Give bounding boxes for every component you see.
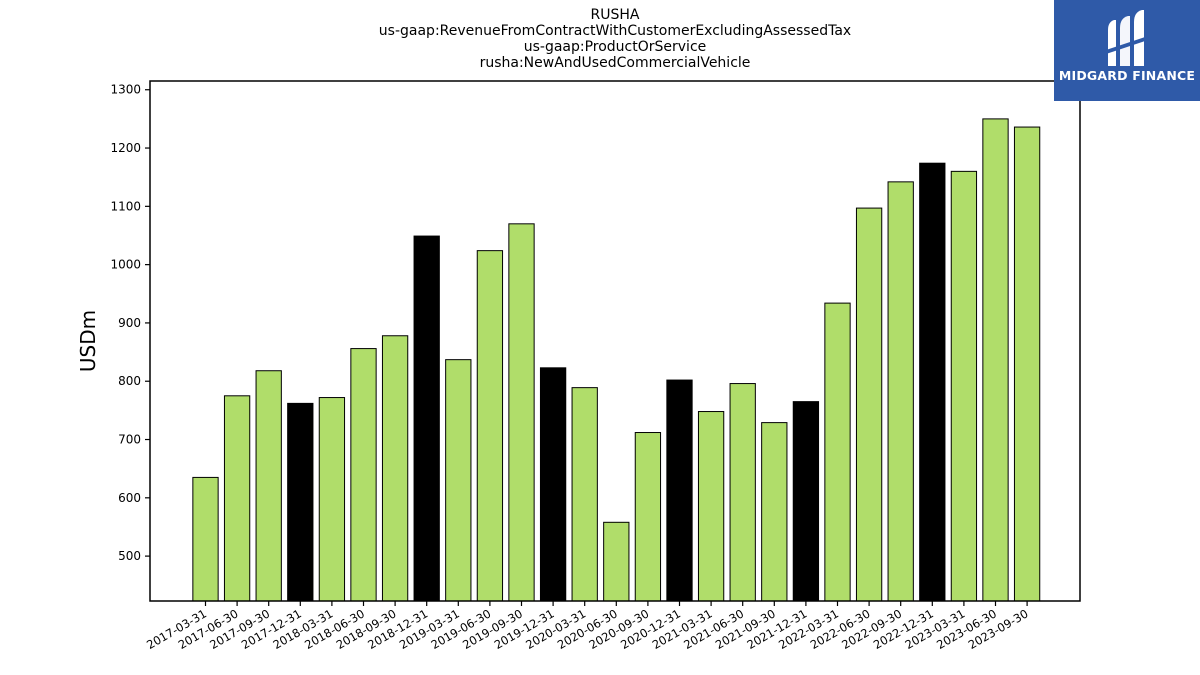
bar-2022-12-31 bbox=[919, 162, 946, 602]
y-tick-label: 800 bbox=[118, 374, 141, 388]
bar-2020-06-30 bbox=[603, 521, 630, 602]
y-tick-label: 700 bbox=[118, 433, 141, 447]
logo-text: MIDGARD FINANCE bbox=[1058, 68, 1196, 83]
midgard-logo-icon bbox=[1106, 10, 1148, 66]
bar-2023-06-30 bbox=[982, 118, 1009, 602]
bar-2023-03-31 bbox=[950, 170, 978, 602]
bar-2022-06-30 bbox=[855, 207, 883, 602]
bar-2018-09-30 bbox=[381, 335, 409, 602]
bar-2020-12-31 bbox=[666, 379, 693, 602]
bar-2019-03-31 bbox=[445, 359, 472, 602]
bar-2018-12-31 bbox=[413, 235, 440, 602]
bars-group bbox=[192, 118, 1041, 602]
y-axis: 500 600 700 800 900 1000 1100 1200 1300 bbox=[110, 83, 150, 563]
bar-2020-09-30 bbox=[634, 432, 662, 602]
chart-subtitle-concept: us-gaap:RevenueFromContractWithCustomerE… bbox=[378, 23, 852, 39]
bar-2021-12-31 bbox=[792, 401, 820, 602]
bar-2023-09-30 bbox=[1013, 126, 1041, 602]
bar-2022-09-30 bbox=[887, 181, 914, 602]
bar-2019-09-30 bbox=[508, 223, 535, 602]
bar-2017-12-31 bbox=[287, 402, 314, 602]
y-tick-label: 500 bbox=[118, 549, 141, 563]
bar-2021-06-30 bbox=[729, 383, 756, 602]
bar-2021-03-31 bbox=[697, 411, 725, 602]
y-tick-label: 1300 bbox=[110, 83, 141, 97]
y-tick-label: 900 bbox=[118, 316, 141, 330]
bar-2018-03-31 bbox=[318, 397, 346, 602]
midgard-logo: MIDGARD FINANCE bbox=[1054, 0, 1200, 101]
chart-title: RUSHA bbox=[590, 7, 640, 23]
chart-subtitle-member: rusha:NewAndUsedCommercialVehicle bbox=[479, 55, 751, 71]
y-axis-label: USDm bbox=[76, 310, 100, 372]
bar-2022-03-31 bbox=[824, 302, 851, 602]
x-axis: 2017-03-312017-06-302017-09-302017-12-31… bbox=[144, 601, 1031, 652]
y-tick-label: 1200 bbox=[110, 141, 141, 155]
bar-2017-03-31 bbox=[192, 476, 219, 602]
bar-2019-12-31 bbox=[539, 367, 567, 602]
plot-frame bbox=[149, 80, 1081, 602]
y-tick-label: 1100 bbox=[110, 199, 141, 213]
y-tick-label: 600 bbox=[118, 491, 141, 505]
chart-subtitle-axis: us-gaap:ProductOrService bbox=[523, 39, 707, 55]
bar-2017-09-30 bbox=[255, 370, 282, 602]
bar-2019-06-30 bbox=[476, 250, 504, 602]
bar-2021-09-30 bbox=[761, 422, 788, 602]
bar-2017-06-30 bbox=[223, 395, 251, 602]
bar-2020-03-31 bbox=[571, 387, 598, 602]
bar-2018-06-30 bbox=[350, 348, 377, 602]
y-tick-label: 1000 bbox=[110, 258, 141, 272]
